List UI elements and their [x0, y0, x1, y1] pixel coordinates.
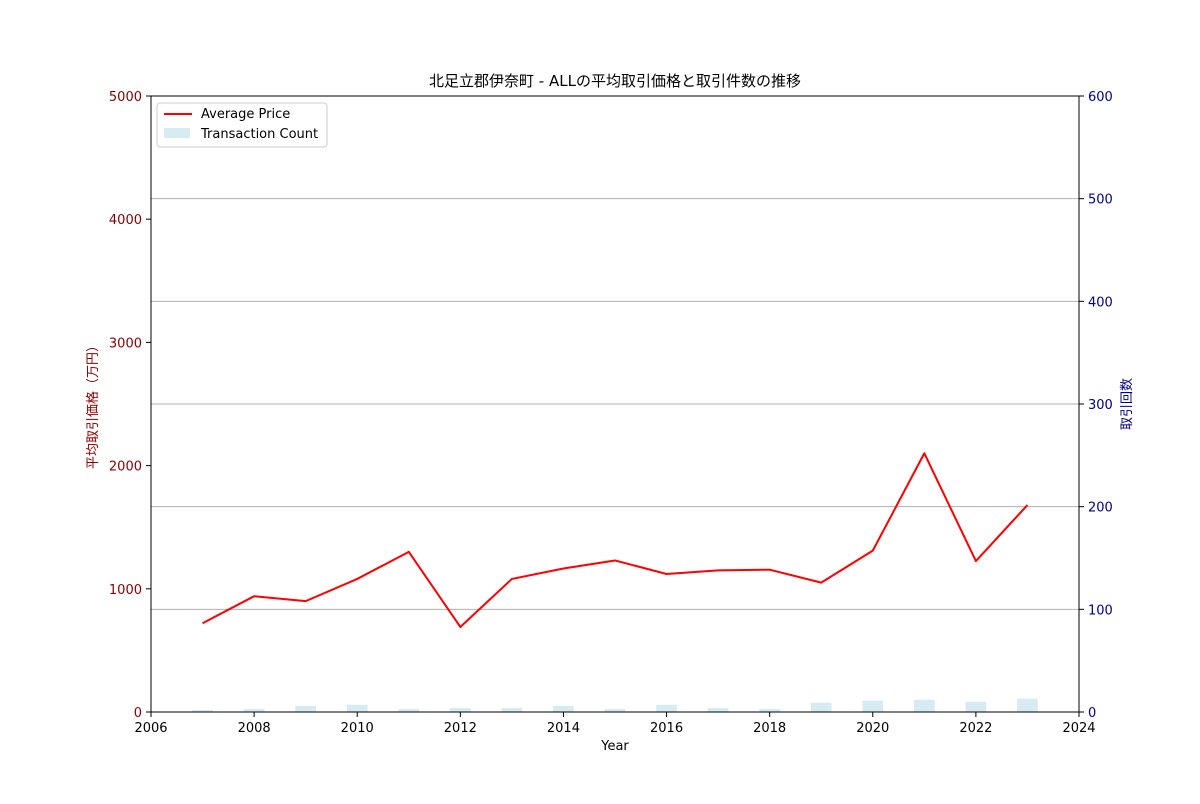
- y-axis-right: 0 100 200 300 400 500 600: [1079, 90, 1113, 721]
- legend: Average Price Transaction Count: [156, 102, 328, 148]
- bar: [398, 708, 420, 712]
- chart-title: 北足立郡伊奈町 - ALLの平均取引価格と取引件数の推移: [429, 72, 801, 90]
- x-tick-label: 2006: [134, 721, 167, 736]
- y-left-tick-label: 0: [134, 706, 142, 721]
- y-left-tick-label: 5000: [109, 90, 142, 105]
- x-tick-label: 2016: [650, 721, 683, 736]
- y-right-tick-label: 400: [1088, 295, 1113, 310]
- y-right-tick-label: 500: [1088, 193, 1113, 208]
- bar: [862, 700, 884, 712]
- x-tick-label: 2024: [1062, 721, 1095, 736]
- bar: [656, 704, 677, 712]
- y-axis-left-title: 平均取引価格（万円）: [85, 339, 101, 469]
- y-right-tick-label: 300: [1088, 398, 1113, 413]
- y-right-tick-label: 600: [1088, 90, 1113, 105]
- x-axis: 2006 2008 2010 2012 2014 2016 2018 2020 2022 2024: [134, 712, 1096, 736]
- y-right-tick-label: 0: [1088, 706, 1096, 721]
- y-axis-left: 0 1000 2000 3000 4000 5000: [109, 90, 151, 721]
- line-series: [202, 452, 1029, 628]
- bar: [810, 702, 832, 712]
- x-tick-label: 2020: [856, 721, 889, 736]
- y-axis-right-title: 取引回数: [1120, 378, 1135, 430]
- bar: [553, 705, 574, 712]
- bar: [295, 705, 316, 712]
- bar: [501, 707, 523, 712]
- bar: [759, 708, 780, 712]
- y-left-tick-label: 3000: [109, 336, 142, 351]
- bar: [1017, 698, 1038, 712]
- y-right-tick-label: 200: [1088, 501, 1113, 516]
- line-average-price: [202, 452, 1029, 628]
- x-tick-label: 2012: [444, 721, 477, 736]
- bar: [192, 709, 213, 712]
- bar: [346, 704, 368, 712]
- bar: [604, 708, 626, 712]
- y-left-tick-label: 1000: [109, 583, 142, 598]
- y-left-tick-label: 2000: [109, 460, 142, 475]
- legend-label-transaction-count: Transaction Count: [200, 127, 318, 142]
- bar: [243, 708, 265, 712]
- legend-bar-swatch: [164, 128, 190, 138]
- x-tick-label: 2022: [959, 721, 992, 736]
- x-tick-label: 2018: [753, 721, 786, 736]
- y-left-tick-label: 4000: [109, 213, 142, 228]
- bar: [450, 707, 471, 712]
- bar: [914, 699, 935, 712]
- bar-series: [192, 698, 1038, 712]
- x-tick-label: 2008: [238, 721, 271, 736]
- grid-lines: [151, 198, 1079, 610]
- bar: [965, 701, 987, 712]
- x-axis-title: Year: [600, 739, 629, 754]
- legend-box: [156, 102, 328, 148]
- x-tick-label: 2014: [547, 721, 580, 736]
- x-tick-label: 2010: [341, 721, 374, 736]
- y-right-tick-label: 100: [1088, 603, 1113, 618]
- bar: [707, 707, 729, 712]
- legend-label-average-price: Average Price: [201, 107, 290, 122]
